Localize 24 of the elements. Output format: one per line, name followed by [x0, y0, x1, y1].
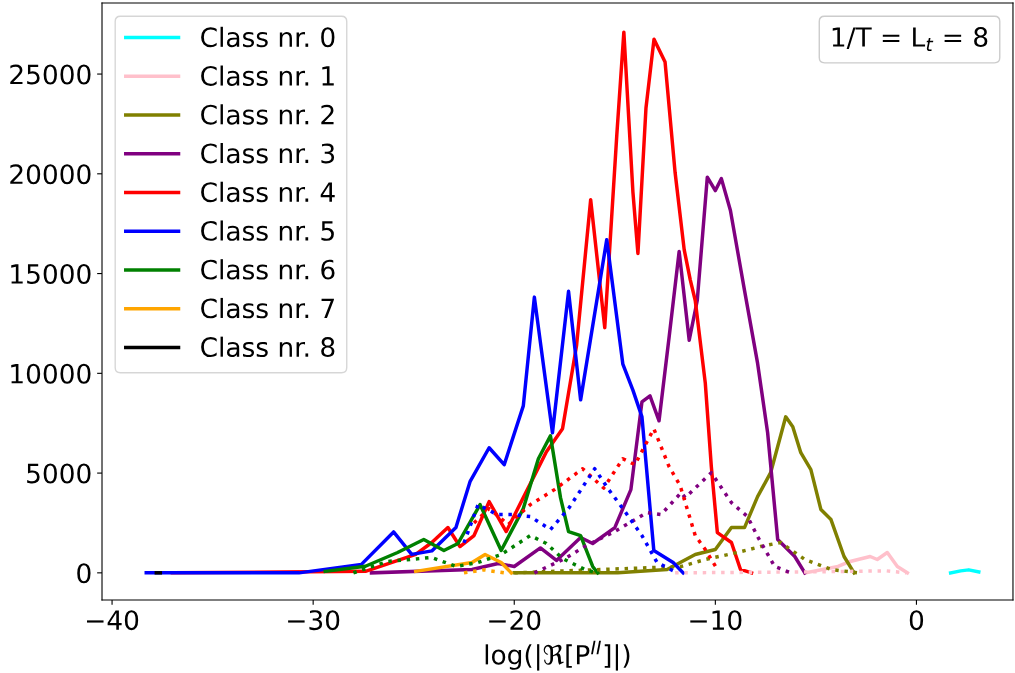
y-tick-label: 20000 — [10, 164, 91, 185]
line-series — [413, 552, 513, 575]
legend-label: Class nr. 4 — [201, 181, 335, 203]
legend-label: Class nr. 1 — [201, 65, 334, 86]
line-series — [369, 175, 807, 575]
y-tick-label: 25000 — [10, 64, 91, 85]
legend-label: Class nr. 5 — [201, 220, 334, 241]
x-tick-label: −40 — [87, 610, 139, 631]
y-tick-label: 5000 — [27, 463, 91, 484]
x-tick-label: −30 — [288, 610, 340, 631]
y-tick-label: 15000 — [11, 264, 91, 284]
annotation: 1/T = L$_{t}$ = 8 — [832, 27, 988, 51]
y-tick-label: 0 — [77, 563, 91, 584]
legend-label: Class nr. 8 — [201, 336, 335, 358]
legend-label: Class nr. 6 — [201, 259, 335, 280]
x-axis-title: log(|ℜ[P$^{II}$]|) — [485, 640, 630, 671]
x-tick-label: 0 — [909, 610, 924, 631]
x-tick-label: −10 — [690, 610, 742, 631]
y-tick-label: 10000 — [11, 363, 91, 384]
legend-label: Class nr. 3 — [201, 142, 335, 164]
legend-label: Class nr. 7 — [201, 297, 334, 319]
legend-label: Class nr. 2 — [201, 104, 334, 125]
legend-label: Class nr. 0 — [201, 26, 335, 48]
x-tick-label: −20 — [489, 610, 541, 631]
